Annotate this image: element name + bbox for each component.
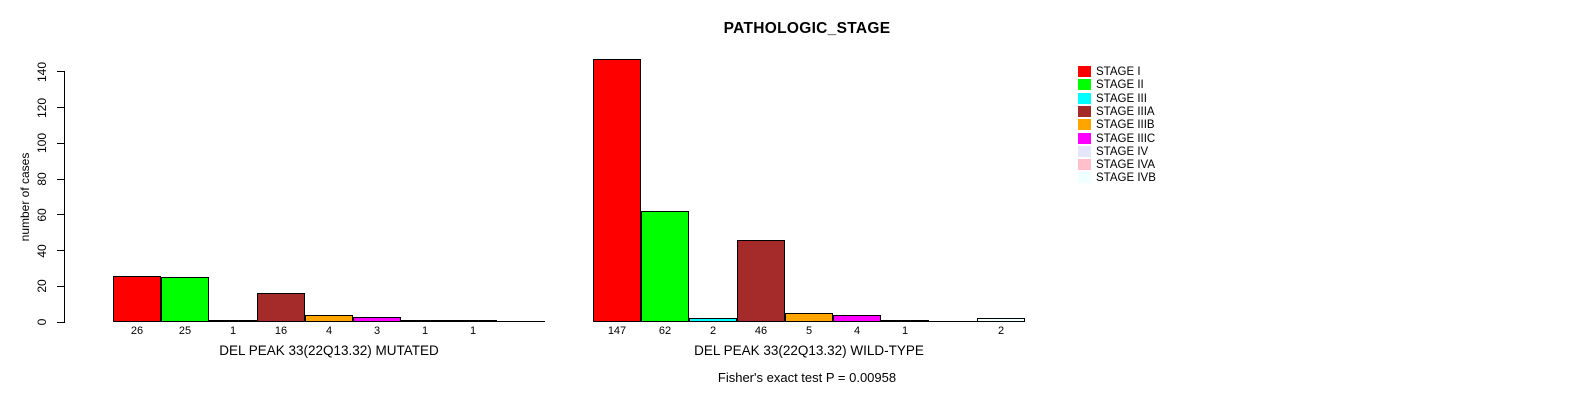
y-tick-label: 40 [35,243,49,258]
bar [977,318,1025,322]
bar-value-label: 26 [130,325,144,337]
bar-value-label: 3 [373,325,381,337]
bar-value-label: 147 [607,325,627,337]
legend-label: STAGE IVA [1096,159,1156,172]
bar [881,320,929,322]
legend-label: STAGE IIIC [1096,132,1156,145]
bar-value-label: 16 [274,325,288,337]
bar-value-label: 1 [421,325,429,337]
legend-label: STAGE IIIB [1096,119,1155,132]
y-tick-label: 20 [35,279,49,293]
bar [257,293,305,322]
y-tick-label: 120 [35,97,49,118]
y-tick-mark [57,142,65,144]
y-tick-mark [57,250,65,252]
bar [593,59,641,322]
legend-swatch [1078,92,1091,104]
y-tick-label: 0 [35,318,49,326]
y-tick-label: 80 [35,172,49,186]
legend-label: STAGE III [1096,92,1147,105]
bar-value-label: 5 [805,325,813,337]
chart-title: PATHOLOGIC_STAGE [723,20,891,37]
group-label: DEL PEAK 33(22Q13.32) WILD-TYPE [694,343,924,358]
bar [401,320,449,322]
y-axis-line [64,71,65,322]
bar-value-label: 1 [469,325,477,337]
y-tick-mark [57,71,65,73]
y-tick-mark [57,321,65,323]
legend-label: STAGE IVB [1096,172,1156,185]
y-tick-mark [57,285,65,287]
bar-value-label: 2 [709,325,717,337]
legend-swatch [1078,172,1091,184]
legend-label: STAGE IV [1096,145,1149,158]
bar [785,313,833,322]
legend-swatch [1078,66,1091,77]
group-label: DEL PEAK 33(22Q13.32) MUTATED [219,343,439,358]
legend-swatch [1078,159,1091,171]
bar-value-label: 4 [325,325,333,337]
bar [737,240,785,322]
bar [641,211,689,322]
bar-value-label: 46 [754,325,768,337]
y-axis-label: number of cases [18,152,32,242]
bar-zero-line [497,321,545,322]
legend-swatch [1078,119,1091,131]
legend-swatch [1078,79,1091,91]
y-tick-mark [57,107,65,109]
bar-value-label: 25 [178,325,192,337]
bar [209,320,257,322]
legend-label: STAGE II [1096,79,1144,92]
y-tick-mark [57,178,65,180]
bar [305,315,353,322]
legend-label: STAGE I [1096,66,1141,78]
fisher-test-note: Fisher's exact test P = 0.00958 [717,370,897,385]
bar [161,277,209,322]
bar-value-label: 62 [658,325,672,337]
legend-label: STAGE IIIA [1096,105,1155,118]
bar [113,276,161,322]
legend-swatch [1078,132,1091,144]
bar [449,320,497,322]
bar-value-label: 2 [997,325,1005,337]
bar-value-label: 1 [901,325,909,337]
bar [689,318,737,322]
y-tick-label: 100 [35,133,49,154]
legend-swatch [1078,145,1091,157]
y-tick-mark [57,214,65,216]
bar [833,315,881,322]
y-tick-label: 60 [35,208,49,222]
bar-value-label: 4 [853,325,861,337]
legend-swatch [1078,105,1091,117]
y-tick-label: 140 [35,61,49,82]
bar [353,317,401,322]
bar-zero-line [929,321,977,322]
bar-value-label: 1 [229,325,237,337]
